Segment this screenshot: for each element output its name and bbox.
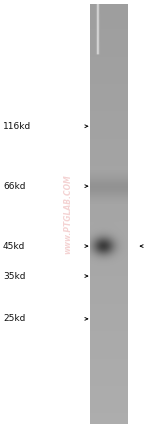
Text: 66kd: 66kd <box>3 181 26 191</box>
Text: 35kd: 35kd <box>3 271 26 281</box>
Text: 116kd: 116kd <box>3 122 31 131</box>
Text: 25kd: 25kd <box>3 314 25 324</box>
Text: www.PTGLAB.COM: www.PTGLAB.COM <box>63 174 72 254</box>
Text: 45kd: 45kd <box>3 241 25 251</box>
